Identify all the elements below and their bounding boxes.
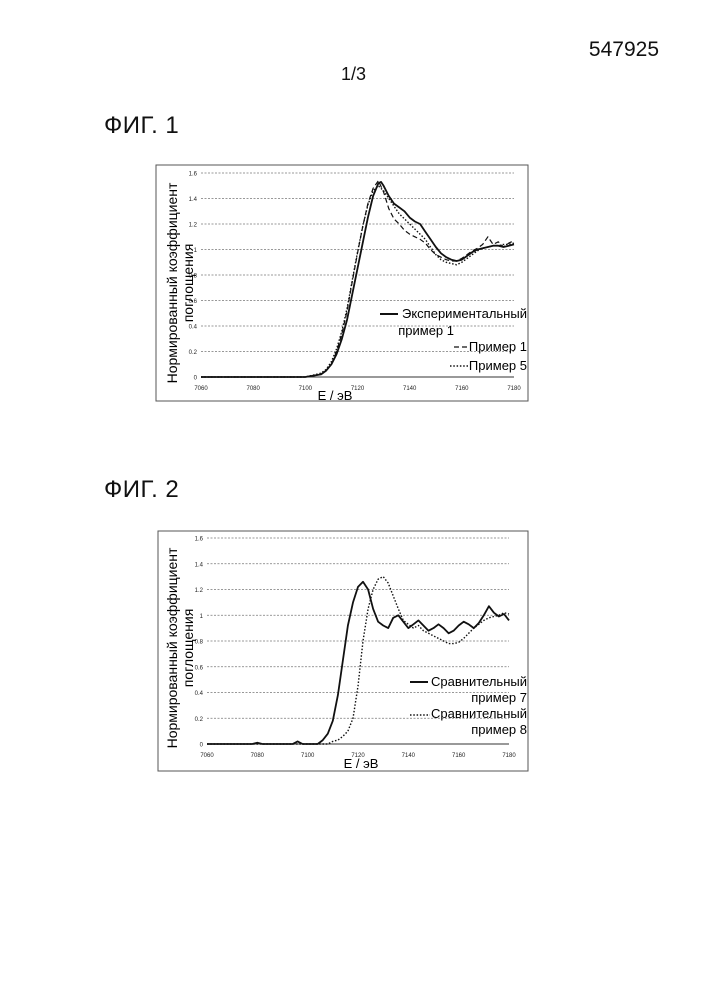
y-tick-label: 0.6 (195, 665, 204, 671)
chart-2-x-label: E / эВ (344, 756, 379, 771)
y-tick-label: 1.6 (195, 537, 204, 543)
chart-1-x-label: E / эВ (318, 388, 353, 403)
x-tick-label: 7160 (455, 386, 469, 392)
x-tick-label: 7180 (502, 753, 516, 759)
x-tick-label: 7100 (301, 753, 315, 759)
y-tick-label: 1.4 (195, 562, 204, 568)
x-tick-label: 7140 (403, 386, 417, 392)
series-line-3 (201, 186, 514, 377)
legend-2-label-2a: Сравнительный (431, 706, 527, 721)
x-tick-label: 7060 (200, 753, 214, 759)
y-tick-label: 0 (194, 376, 198, 382)
chart-figure-1: 00.20.40.60.811.21.41.670607080710071207… (156, 165, 528, 403)
y-tick-label: 0.2 (195, 717, 204, 723)
chart-figure-2: 00.20.40.60.811.21.41.670607080710071207… (158, 531, 528, 771)
series-line-2 (201, 181, 514, 377)
chart-1-legend: Экспериментальный пример 1 Пример 1 Прим… (380, 306, 527, 373)
chart-2-tick-labels: 00.20.40.60.811.21.41.670607080710071207… (195, 537, 517, 760)
chart-1-series (201, 181, 514, 377)
y-tick-label: 0.8 (195, 640, 204, 646)
legend-1-label-3: Пример 5 (469, 358, 527, 373)
legend-1-label-1a: Экспериментальный (402, 306, 527, 321)
x-tick-label: 7080 (251, 753, 265, 759)
x-tick-label: 7120 (351, 386, 365, 392)
x-tick-label: 7080 (246, 386, 260, 392)
chart-2-y-label-line1: Нормированный коэффициент (164, 547, 180, 748)
legend-1-label-1b: пример 1 (398, 323, 454, 338)
x-tick-label: 7100 (299, 386, 313, 392)
x-tick-label: 7180 (507, 386, 521, 392)
chart-1-gridlines (201, 173, 514, 377)
y-tick-label: 0 (200, 743, 204, 749)
series-line-1 (201, 182, 514, 377)
x-tick-label: 7060 (194, 386, 208, 392)
y-tick-label: 1 (200, 614, 204, 620)
chart-1-y-label-line1: Нормированный коэффициент (164, 182, 180, 383)
y-tick-label: 0.4 (195, 691, 204, 697)
legend-2-label-1a: Сравнительный (431, 674, 527, 689)
legend-1-label-2: Пример 1 (469, 339, 527, 354)
y-tick-label: 0.4 (189, 325, 198, 331)
legend-2-label-1b: пример 7 (471, 690, 527, 705)
y-tick-label: 1.2 (189, 223, 198, 229)
y-tick-label: 1.6 (189, 172, 198, 178)
x-tick-label: 7160 (452, 753, 466, 759)
y-tick-label: 1.2 (195, 588, 204, 594)
chart-2-legend: Сравнительный пример 7 Сравнительный при… (410, 674, 527, 737)
chart-2-y-label-line2: поглощения (180, 609, 196, 688)
chart-1-y-label-line2: поглощения (180, 244, 196, 323)
legend-2-label-2b: пример 8 (471, 722, 527, 737)
y-tick-label: 0.2 (189, 350, 198, 356)
y-tick-label: 1.4 (189, 197, 198, 203)
x-tick-label: 7140 (402, 753, 416, 759)
